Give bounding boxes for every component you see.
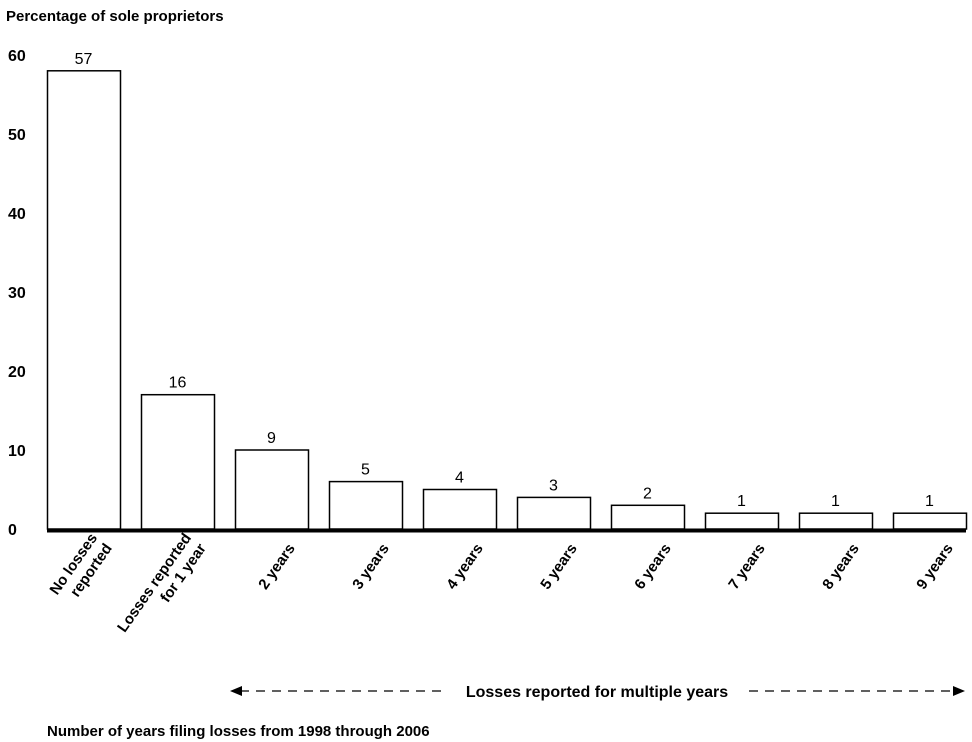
bar xyxy=(798,512,874,530)
bar xyxy=(46,70,122,530)
x-tick-label: 2 years xyxy=(255,541,299,593)
bar xyxy=(328,480,404,530)
x-tick-label-line: 7 years xyxy=(725,541,769,593)
y-tick-labels: 0 10 20 30 40 50 60 xyxy=(8,48,26,539)
y-tick-label: 30 xyxy=(8,285,26,302)
data-label: 3 xyxy=(549,477,558,494)
x-tick-label: 3 years xyxy=(349,541,393,593)
bar xyxy=(892,512,968,530)
bar xyxy=(234,449,310,530)
y-tick-label: 50 xyxy=(8,127,26,144)
data-label: 5 xyxy=(361,462,370,479)
y-tick-label: 60 xyxy=(8,48,26,65)
data-label: 57 xyxy=(75,51,93,68)
x-axis-label: Number of years filing losses from 1998 … xyxy=(47,723,430,740)
data-label: 9 xyxy=(267,430,276,447)
bar xyxy=(422,488,498,530)
bar xyxy=(704,512,780,530)
data-label: 1 xyxy=(925,493,934,510)
y-tick-label: 20 xyxy=(8,364,26,381)
bar xyxy=(610,504,686,530)
x-tick-label: 7 years xyxy=(725,541,769,593)
data-label: 1 xyxy=(831,493,840,510)
y-tick-label: 0 xyxy=(8,522,17,539)
x-tick-label-line: 3 years xyxy=(349,541,393,593)
data-label: 16 xyxy=(169,375,187,392)
y-tick-label: 40 xyxy=(8,206,26,223)
arrow-right-icon xyxy=(953,686,965,696)
data-label: 4 xyxy=(455,470,464,487)
x-tick-label: 9 years xyxy=(913,541,957,593)
bracket-label: Losses reported for multiple years xyxy=(466,684,728,701)
x-tick-label: 5 years xyxy=(537,541,581,593)
data-labels: 57 16 9 5 4 3 2 1 1 1 xyxy=(75,51,934,510)
x-tick-label-line: 5 years xyxy=(537,541,581,593)
bars xyxy=(46,70,968,530)
x-tick-label-line: 8 years xyxy=(819,541,863,593)
x-tick-label: 4 years xyxy=(443,541,487,593)
x-tick-label-line: 6 years xyxy=(631,541,675,593)
data-label: 2 xyxy=(643,485,652,502)
data-label: 1 xyxy=(737,493,746,510)
arrow-left-icon xyxy=(230,686,242,696)
multiple-years-bracket: Losses reported for multiple years xyxy=(230,684,965,701)
x-tick-label: 8 years xyxy=(819,541,863,593)
x-tick-label: 6 years xyxy=(631,541,675,593)
x-tick-label-line: 9 years xyxy=(913,541,957,593)
y-tick-label: 10 xyxy=(8,443,26,460)
bar xyxy=(140,393,216,530)
y-axis-label: Percentage of sole proprietors xyxy=(6,8,224,25)
x-tick-label-line: 2 years xyxy=(255,541,299,593)
x-tick-label-line: 4 years xyxy=(443,541,487,593)
bar xyxy=(516,496,592,530)
